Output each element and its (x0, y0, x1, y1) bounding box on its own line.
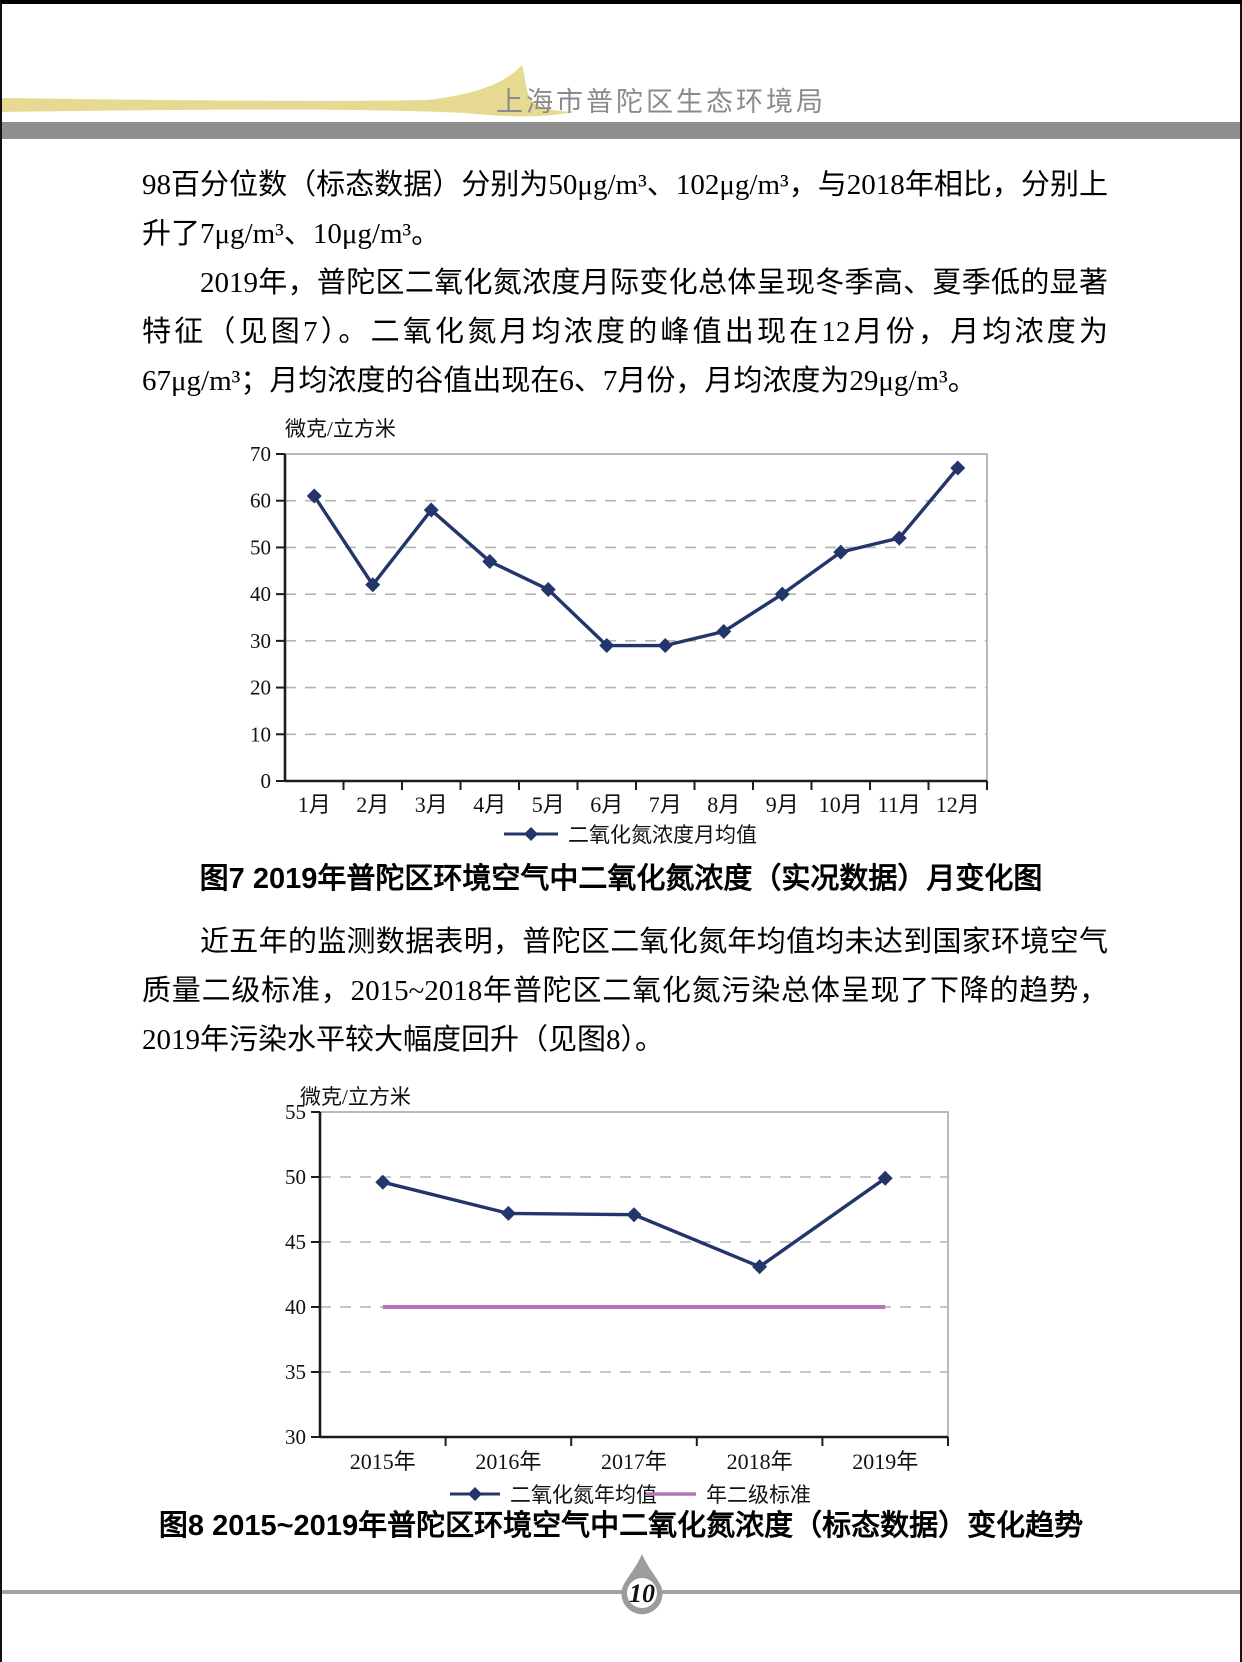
legend-label: 二氧化氮年均值 (510, 1483, 657, 1507)
data-point-marker (716, 624, 732, 640)
y-tick-label: 55 (285, 1100, 306, 1124)
data-point-marker (774, 586, 790, 602)
y-tick-label: 50 (285, 1165, 306, 1189)
x-tick-label: 11月 (878, 792, 921, 817)
x-tick-label: 2018年 (727, 1449, 793, 1474)
legend-label: 二氧化氮浓度月均值 (568, 823, 757, 847)
footer-divider-line (2, 1590, 1240, 1594)
plot-border (319, 1111, 949, 1438)
y-tick-label: 70 (250, 442, 271, 466)
data-series-line (382, 1176, 887, 1269)
paragraph-five-year-trend: 近五年的监测数据表明，普陀区二氧化氮年均值均未达到国家环境空气质量二级标准，20… (142, 926, 1108, 1056)
x-tick-label: 3月 (415, 792, 448, 817)
y-tick-label: 20 (250, 676, 271, 700)
figure8-chart-svg: 30 35 40 45 50 55 2015年 2016年 2017年 2018年 2019年 微克/… (285, 1085, 949, 1507)
y-tick-label: 40 (285, 1295, 306, 1319)
y-tick-label: 60 (250, 489, 271, 513)
y-tick-label: 0 (261, 769, 272, 793)
x-tick-label: 12月 (936, 792, 980, 817)
data-point-marker (365, 577, 381, 593)
y-tick-label: 40 (250, 582, 271, 606)
header-divider-bar (2, 122, 1240, 139)
figure8-caption: 图8 2015~2019年普陀区环境空气中二氧化氮浓度（标态数据）变化趋势 (158, 1510, 1084, 1542)
y-tick-label: 35 (285, 1360, 306, 1384)
data-point-marker (877, 1170, 893, 1186)
data-point-marker (306, 488, 322, 504)
paragraph-percentile-data: 98百分位数（标态数据）分别为50μg/m³、102μg/m³，与2018年相比… (142, 169, 1108, 250)
figure7-chart-svg: 0 10 20 30 40 50 60 70 1月 2月 3月 4月 5月 6月 7月 8月 9月 10月 11月 1… (250, 417, 988, 847)
header-swoosh-graphic (2, 65, 582, 117)
page-number: 10 (629, 1579, 655, 1608)
x-tick-label: 5月 (532, 792, 565, 817)
x-tick-label: 2月 (356, 792, 389, 817)
data-point-marker (500, 1205, 516, 1221)
figure7-chart: 0 10 20 30 40 50 60 70 1月 2月 3月 4月 5月 6月 7月 8月 9月 10月 11月 1… (242, 402, 1012, 852)
plot-border (284, 453, 988, 782)
paragraph-monthly-variation: 2019年，普陀区二氧化氮浓度月际变化总体呈现冬季高、夏季低的显著特征（见图7）… (142, 267, 1108, 397)
page-number-ornament: 10 (621, 1554, 663, 1615)
data-point-marker (540, 581, 556, 597)
x-tick-label: 4月 (473, 792, 506, 817)
x-tick-label: 7月 (649, 792, 682, 817)
data-point-marker (891, 530, 907, 546)
legend-marker (524, 827, 538, 841)
x-tick-label: 10月 (819, 792, 863, 817)
data-point-marker (833, 544, 849, 560)
data-point-marker (423, 502, 439, 518)
legend-label: 年二级标准 (706, 1483, 811, 1507)
x-tick-label: 1月 (298, 792, 331, 817)
data-point-marker (657, 638, 673, 654)
x-tick-label: 8月 (707, 792, 740, 817)
data-point-marker (599, 638, 615, 654)
y-tick-label: 45 (285, 1230, 306, 1254)
data-series-line (312, 466, 960, 648)
data-point-marker (950, 460, 966, 476)
y-tick-label: 50 (250, 535, 271, 559)
x-tick-label: 6月 (590, 792, 623, 817)
page-number-circle (627, 1578, 657, 1608)
data-point-marker (375, 1174, 391, 1190)
x-tick-label: 2015年 (350, 1449, 416, 1474)
figure8-chart: 30 35 40 45 50 55 2015年 2016年 2017年 2018年 2019年 微克/… (242, 1079, 1012, 1519)
y-tick-label: 10 (250, 722, 271, 746)
data-point-marker (482, 553, 498, 569)
legend-marker (468, 1487, 482, 1501)
x-tick-label: 9月 (766, 792, 799, 817)
swoosh-icon (2, 65, 582, 117)
header-org-title: 上海市普陀区生态环境局 (496, 87, 826, 117)
figure7-caption: 图7 2019年普陀区环境空气中二氧化氮浓度（实况数据）月变化图 (199, 863, 1043, 895)
x-tick-label: 2016年 (475, 1449, 541, 1474)
x-tick-label: 2019年 (852, 1449, 918, 1474)
y-axis-unit-label: 微克/立方米 (300, 1085, 411, 1109)
data-point-marker (752, 1259, 768, 1275)
x-tick-label: 2017年 (601, 1449, 667, 1474)
data-point-marker (626, 1207, 642, 1223)
y-tick-label: 30 (250, 629, 271, 653)
y-axis-unit-label: 微克/立方米 (285, 417, 396, 441)
y-tick-label: 30 (285, 1425, 306, 1449)
